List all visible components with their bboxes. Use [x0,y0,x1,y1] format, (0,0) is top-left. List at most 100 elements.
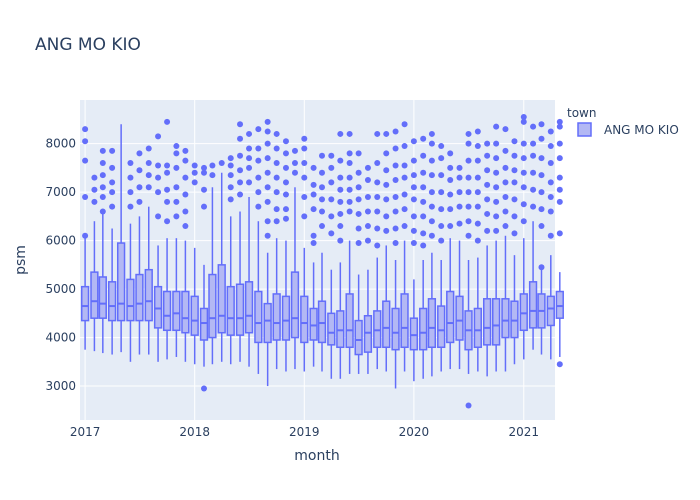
outlier-point [264,140,271,147]
outlier-point [364,164,371,171]
outlier-point [127,160,134,167]
outlier-point [291,147,298,154]
outlier-point [99,184,106,191]
outlier-point [145,160,152,167]
outlier-point [164,218,171,225]
outlier-point [474,174,481,181]
x-tick-label: 2020 [399,425,430,439]
outlier-point [282,138,289,145]
outlier-point [246,164,253,171]
outlier-point [310,191,317,198]
outlier-point [474,143,481,150]
box-body [501,298,510,339]
box-body [391,307,400,351]
outlier-point [191,179,198,186]
outlier-point [301,135,308,142]
outlier-point [465,218,472,225]
box-2017-05 [116,124,126,353]
outlier-point [145,145,152,152]
outlier-point [456,189,463,196]
outlier-point [556,140,563,147]
box-2019-02 [309,164,318,367]
outlier-point [392,225,399,232]
outlier-point [538,172,545,179]
box-2020-03 [427,130,437,377]
outlier-point [465,174,472,181]
x-axis-title: month [294,448,339,464]
box-2018-11 [281,138,291,372]
outlier-point [383,213,390,220]
box-body [281,295,291,341]
outlier-point [465,157,472,164]
outlier-point [520,140,527,147]
x-tick-label: 2017 [70,425,101,439]
x-tick-label: 2018 [179,425,210,439]
outlier-point [164,198,171,205]
outlier-point [447,191,454,198]
box-2018-01 [190,162,199,365]
box-2020-01 [409,138,419,382]
outlier-point [310,206,317,213]
y-axis-title: psm [13,245,29,275]
outlier-point [392,193,399,200]
outlier-point [82,193,89,200]
box-body [263,302,272,344]
box-2019-09 [373,130,382,370]
outlier-point [145,172,152,179]
outlier-point [401,174,408,181]
outlier-point [227,162,234,169]
outlier-point [264,118,271,125]
outlier-point [136,150,143,157]
y-tick-label: 7000 [45,185,76,199]
outlier-point [383,181,390,188]
outlier-point [511,196,518,203]
outlier-point [310,240,317,247]
outlier-point [538,189,545,196]
box-2020-08 [473,128,482,372]
outlier-point [410,196,417,203]
outlier-point [82,126,89,133]
outlier-point [364,223,371,230]
outlier-point [109,203,116,210]
outlier-point [182,174,189,181]
outlier-point [209,172,216,179]
outlier-point [374,130,381,137]
outlier-point [392,145,399,152]
outlier-point [301,145,308,152]
outlier-point [428,189,435,196]
outlier-point [155,213,162,220]
outlier-point [520,155,527,162]
outlier-point [337,130,344,137]
box-body [116,242,126,322]
outlier-point [319,208,326,215]
box-body [409,317,419,351]
box-2018-07 [244,130,254,367]
outlier-point [136,198,143,205]
outlier-point [438,206,445,213]
outlier-point [374,160,381,167]
box-2021-02 [528,123,538,350]
outlier-point [155,162,162,169]
y-tick-label: 5000 [45,282,76,296]
box-body [181,290,190,334]
outlier-point [273,130,280,137]
outlier-point [237,179,244,186]
outlier-point [173,143,180,150]
outlier-point [209,162,216,169]
legend[interactable]: town ANG MO KIO [567,106,679,137]
box-body [235,283,245,336]
legend-swatch[interactable] [577,122,592,137]
outlier-point [246,145,253,152]
outlier-point [410,240,417,247]
outlier-point [328,196,335,203]
box-body [519,293,528,332]
box-2020-05 [446,150,455,370]
outlier-point [538,155,545,162]
outlier-point [401,223,408,230]
legend-entry-label[interactable]: ANG MO KIO [604,123,679,137]
box-2017-02 [90,174,99,352]
outlier-point [136,167,143,174]
box-body [208,273,217,339]
box-2018-03 [208,162,217,365]
box-2017-07 [135,150,144,355]
